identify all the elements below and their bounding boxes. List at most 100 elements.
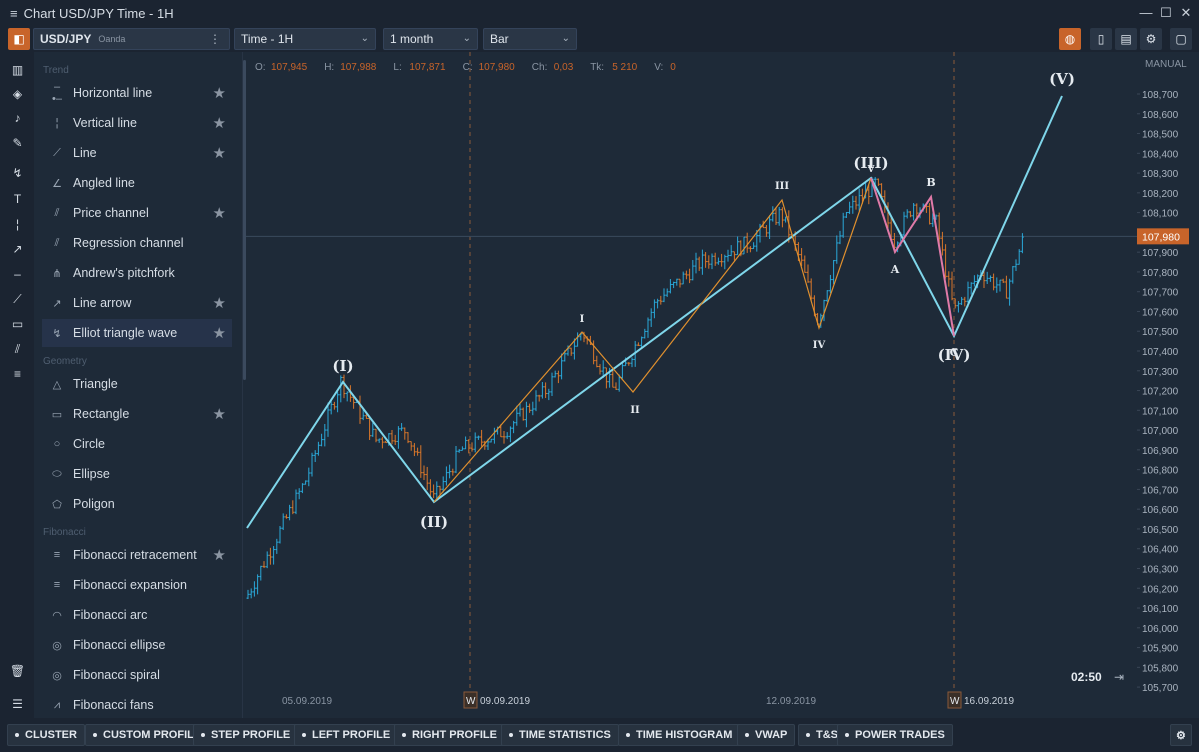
favorite-star-icon[interactable]: ★ (212, 547, 226, 564)
bottom-button-left-profile[interactable]: LEFT PROFILE (294, 724, 399, 746)
bottom-button-custom-profile[interactable]: CUSTOM PROFILE (85, 724, 210, 746)
price-tick-label: 106,000 (1142, 624, 1179, 635)
tool-item-triangle[interactable]: △Triangle★ (42, 370, 232, 398)
favorite-star-icon[interactable]: ★ (212, 325, 226, 342)
tool-item-regression-channel[interactable]: ⫽Regression channel★ (42, 229, 232, 257)
tool-item-label: Fibonacci expansion (73, 578, 187, 592)
bottom-button-time-statistics[interactable]: TIME STATISTICS (501, 724, 619, 746)
tool-item-fib-fans[interactable]: ⩘Fibonacci fans★ (42, 691, 232, 718)
rectangle-icon[interactable]: ▭ (11, 317, 24, 331)
chart-type-dropdown[interactable]: Bar ⌄ (483, 28, 577, 50)
vertical-line-icon[interactable]: ¦ (15, 217, 20, 231)
tool-item-fib-spiral[interactable]: ◎Fibonacci spiral★ (42, 661, 232, 689)
chart-canvas[interactable]: O: 107,945 H: 107,988 L: 107,871 C: 107,980 Ch: 0… (246, 52, 1139, 718)
layers-icon[interactable]: ◈ (12, 87, 23, 101)
favorite-star-icon[interactable]: ★ (212, 295, 226, 312)
price-bar (332, 401, 336, 410)
tool-item-fib-expansion[interactable]: ≡Fibonacci expansion★ (42, 571, 232, 599)
scroll-to-end-icon[interactable]: ⇥ (1114, 670, 1124, 684)
elliot-wave-icon[interactable]: ↯ (12, 166, 23, 180)
ruler-icon[interactable]: ✎ (12, 136, 23, 150)
indicator-icon[interactable]: ◍ (1059, 28, 1081, 50)
favorite-star-icon[interactable]: ★ (212, 205, 226, 222)
panel-toggle-icon[interactable]: ◧ (8, 28, 30, 50)
tool-item-fib-retracement[interactable]: ≡ Fibonacci retracement ★ (42, 541, 232, 569)
ohlc-value: 107,988 (340, 62, 377, 73)
price-tick-label: 107,600 (1142, 307, 1179, 318)
arrow-icon[interactable]: ↗ (12, 242, 23, 256)
price-bar (396, 426, 400, 449)
favorite-star-icon[interactable]: ★ (212, 85, 226, 102)
minimize-button[interactable]: — (1139, 5, 1153, 20)
price-bar (518, 402, 522, 417)
favorite-star-icon[interactable]: ★ (212, 145, 226, 162)
tool-item-line[interactable]: ⟋ Line ★ (42, 139, 232, 167)
price-axis-canvas[interactable]: MANUAL 108,700 108,600 108,500 108,400 108,30… (1137, 52, 1199, 718)
tool-item-horizontal-line[interactable]: –•– Horizontal line ★ (42, 79, 232, 107)
price-bar (377, 438, 381, 443)
bottom-button-right-profile[interactable]: RIGHT PROFILE (394, 724, 505, 746)
timeframe-dropdown[interactable]: Time - 1H ⌄ (234, 28, 376, 50)
settings-gear-icon[interactable]: ⚙ (1140, 28, 1162, 50)
bottom-button-vwap[interactable]: VWAP (737, 724, 796, 746)
tool-item-fib-arc[interactable]: ◠Fibonacci arc★ (42, 601, 232, 629)
mouse-icon[interactable]: ▯ (1090, 28, 1112, 50)
price-bar (358, 395, 362, 424)
tool-item-polygon[interactable]: ⬠Poligon★ (42, 490, 232, 518)
tool-item-ellipse[interactable]: ⬭Ellipse★ (42, 460, 232, 488)
alert-bell-icon[interactable]: ♪ (14, 111, 21, 125)
template-icon[interactable]: ▤ (1115, 28, 1137, 50)
menu-icon[interactable]: ≡ (10, 5, 18, 21)
bottom-button-cluster[interactable]: CLUSTER (7, 724, 85, 746)
axis-mode-label[interactable]: MANUAL (1145, 59, 1187, 70)
price-tick-label: 105,800 (1142, 663, 1179, 674)
price-bar (838, 230, 842, 245)
tool-item-fib-ellipse[interactable]: ◎Fibonacci ellipse★ (42, 631, 232, 659)
price-bar (374, 428, 378, 443)
price-bar (947, 271, 951, 287)
panel-scrollbar[interactable] (243, 60, 246, 380)
tool-item-angled-line[interactable]: ∠Angled line★ (42, 169, 232, 197)
tool-item-circle[interactable]: ○Circle★ (42, 430, 232, 458)
price-bar (425, 466, 429, 491)
polygon-icon: ⬠ (52, 498, 62, 511)
window-layout-icon[interactable]: ▢ (1170, 28, 1192, 50)
tool-item-vertical-line[interactable]: ¦ Vertical line ★ (42, 109, 232, 137)
bottom-button-step-profile[interactable]: STEP PROFILE (193, 724, 299, 746)
bottom-button-power-trades[interactable]: POWER TRADES (837, 724, 953, 746)
tool-item-pitchfork[interactable]: ⋔Andrew's pitchfork★ (42, 259, 232, 287)
tool-item-line-arrow[interactable]: ↗ Line arrow ★ (42, 289, 232, 317)
more-icon[interactable]: ⋮ (209, 32, 221, 46)
favorite-star-icon[interactable]: ★ (212, 406, 226, 423)
tool-item-price-channel[interactable]: ⫽ Price channel ★ (42, 199, 232, 227)
close-button[interactable]: ✕ (1180, 5, 1192, 20)
price-axis[interactable]: MANUAL 108,700 108,600 108,500 108,400 108,30… (1137, 52, 1199, 718)
chart-bars-icon[interactable]: ▥ (11, 63, 24, 77)
price-bar (956, 301, 960, 313)
settings-gear-icon[interactable]: ⚙ (1170, 724, 1192, 746)
list-icon[interactable]: ☰ (12, 697, 23, 711)
drawing-tools-bar: ▥ ◈ ♪ ✎ ↯ T ¦ ↗ – ⟋ ▭ ⫽ ≡ 🗑 ☰ (0, 52, 34, 718)
elliot-wave-minor-line[interactable] (433, 177, 872, 503)
price-bar (534, 390, 538, 412)
fibonacci-icon[interactable]: ≡ (13, 367, 21, 381)
elliot-wave-correction-line[interactable] (870, 177, 955, 337)
tool-item-elliot-wave[interactable]: ↯ Elliot triangle wave ★ (42, 319, 232, 347)
line-icon[interactable]: ⟋ (13, 292, 22, 306)
tool-item-rectangle[interactable]: ▭ Rectangle ★ (42, 400, 232, 428)
period-dropdown[interactable]: 1 month ⌄ (383, 28, 478, 50)
horizontal-line-icon[interactable]: – (14, 267, 21, 281)
channel-icon[interactable]: ⫽ (14, 342, 21, 356)
symbol-selector[interactable]: USD/JPY Oanda ⋮ (33, 28, 230, 50)
price-bar (937, 212, 941, 245)
price-chart[interactable]: O: 107,945 H: 107,988 L: 107,871 C: 107,980 Ch: 0… (246, 52, 1139, 718)
maximize-button[interactable]: ☐ (1160, 5, 1172, 20)
trash-icon[interactable]: 🗑 (9, 664, 26, 678)
price-tick-label: 108,700 (1142, 90, 1179, 101)
price-tick-label: 106,100 (1142, 604, 1179, 615)
favorite-star-icon[interactable]: ★ (212, 115, 226, 132)
bottom-button-time-histogram[interactable]: TIME HISTOGRAM (618, 724, 741, 746)
wave-label-major: (III) (853, 154, 888, 172)
elliot-wave-major-line[interactable] (246, 95, 1063, 529)
text-icon[interactable]: T (13, 192, 22, 206)
